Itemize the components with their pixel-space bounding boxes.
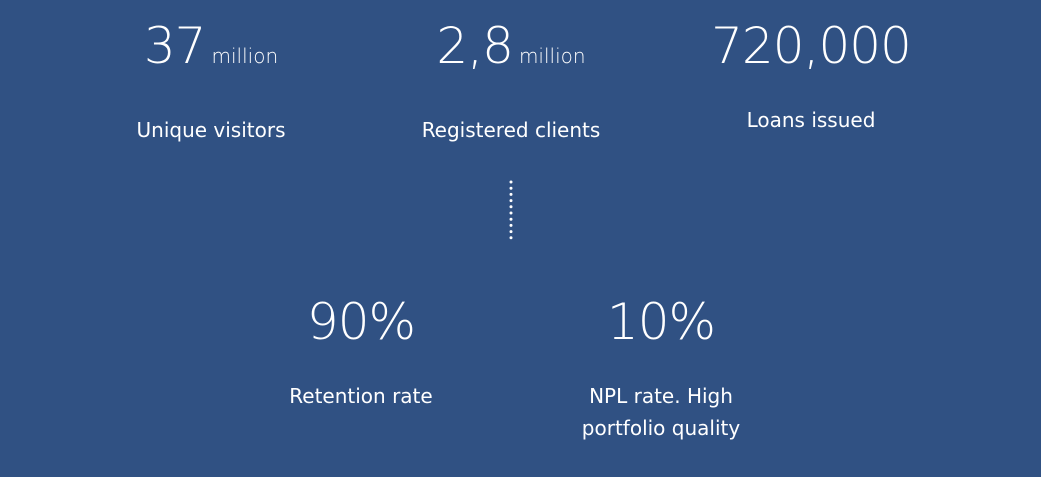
stat: 2,8 million Registered clients xyxy=(361,16,661,146)
stat-label: Unique visitors xyxy=(136,118,286,142)
stat-value: 2,8 million xyxy=(361,16,661,86)
stat-label: Retention rate xyxy=(289,384,433,408)
stat: 720,000 Loans issued xyxy=(661,16,961,136)
stat: 10% NPL rate. High portfolio quality xyxy=(511,292,811,444)
stat-value: 720,000 xyxy=(661,16,961,76)
stat-label: Loans issued xyxy=(746,108,876,132)
stat-value: 90% xyxy=(306,293,416,351)
stat-value: 10% xyxy=(606,293,716,351)
value: 2,8 xyxy=(436,17,514,75)
stat-label: Registered clients xyxy=(421,118,601,142)
value: 720,000 xyxy=(711,17,912,75)
dotted-divider xyxy=(509,180,513,240)
unit: million xyxy=(518,44,586,68)
unit: million xyxy=(211,44,279,68)
stat: 90% Retention rate xyxy=(211,292,511,412)
value: 37 xyxy=(143,17,207,75)
stat: 37 million Unique visitors xyxy=(61,16,361,146)
stat-value: 37 million xyxy=(61,16,361,86)
stat-label: NPL rate. High portfolio quality xyxy=(581,384,741,440)
